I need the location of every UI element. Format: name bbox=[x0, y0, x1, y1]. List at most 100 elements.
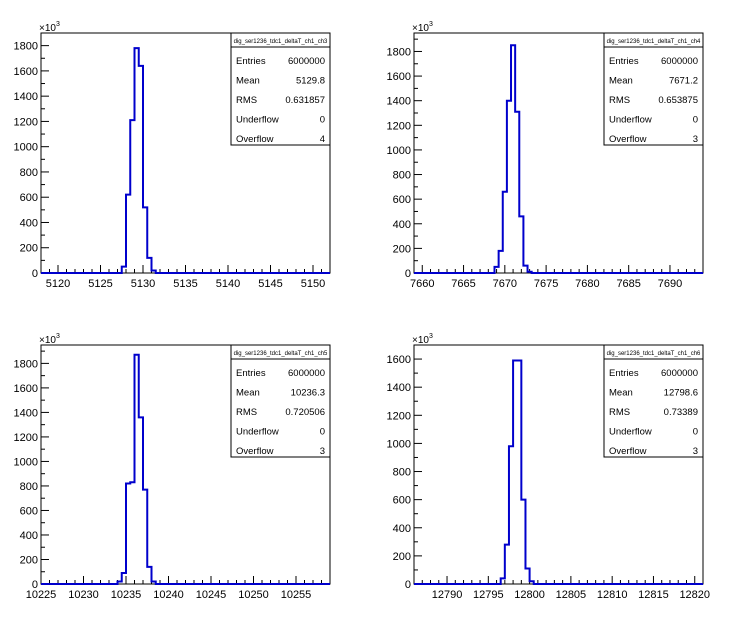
stats-value: 0 bbox=[693, 115, 698, 126]
x-tick-label: 12815 bbox=[638, 589, 669, 601]
x-tick-label: 7660 bbox=[410, 278, 434, 290]
stats-title: dig_ser1236_tdc1_deltaT_ch1_ch4 bbox=[607, 39, 701, 45]
stats-box: dig_ser1236_tdc1_deltaT_ch1_ch6 Entries 60… bbox=[603, 344, 704, 458]
y-tick-label: 1000 bbox=[387, 145, 411, 157]
stats-label: RMS bbox=[236, 407, 257, 418]
stats-value: 5129.8 bbox=[296, 76, 325, 87]
x-tick-label: 5140 bbox=[216, 278, 240, 290]
histogram-panel-4: 12790 12795 12800 12805 12810 12815 12820 0 200 4… bbox=[387, 333, 711, 601]
x-tick-label: 12800 bbox=[514, 589, 545, 601]
stats-label: Mean bbox=[236, 388, 260, 399]
x-tick-label: 10230 bbox=[68, 589, 99, 601]
histogram-line bbox=[41, 47, 330, 274]
y-tick-label: 800 bbox=[393, 467, 411, 479]
y-tick-label: 200 bbox=[393, 243, 411, 255]
y-tick-label: 1400 bbox=[387, 96, 411, 108]
stats-value: 0 bbox=[693, 427, 698, 438]
x-tick-label: 10240 bbox=[153, 589, 184, 601]
x-tick-label: 10255 bbox=[281, 589, 312, 601]
stats-label: Underflow bbox=[609, 427, 652, 438]
y-tick-label: 600 bbox=[393, 495, 411, 507]
y-tick-label: 1200 bbox=[387, 120, 411, 132]
y-tick-label: 1000 bbox=[14, 142, 38, 154]
x-tick-label: 10245 bbox=[196, 589, 227, 601]
x-tick-label: 12805 bbox=[556, 589, 587, 601]
x-tick-label: 12795 bbox=[473, 589, 504, 601]
y-tick-label: 1200 bbox=[387, 410, 411, 422]
stats-label: Entries bbox=[236, 56, 266, 67]
stats-box-frame bbox=[230, 32, 331, 146]
y-tick-label: 400 bbox=[393, 523, 411, 535]
stats-label: Entries bbox=[609, 368, 639, 379]
stats-value: 4 bbox=[320, 134, 325, 145]
stats-value: 6000000 bbox=[288, 56, 325, 67]
stats-title: dig_ser1236_tdc1_deltaT_ch1_ch3 bbox=[234, 39, 328, 45]
y-tick-label: 600 bbox=[20, 192, 38, 204]
y-tick-label: 1800 bbox=[14, 358, 38, 370]
y-scale-label: ×103 bbox=[39, 333, 60, 346]
stats-value: 10236.3 bbox=[291, 388, 325, 399]
y-scale-label: ×103 bbox=[39, 21, 60, 34]
x-tick-label: 5130 bbox=[131, 278, 155, 290]
stats-label: RMS bbox=[236, 95, 257, 106]
y-tick-label: 1800 bbox=[387, 46, 411, 58]
y-tick-label: 800 bbox=[20, 481, 38, 493]
y-tick-label: 600 bbox=[20, 505, 38, 517]
y-tick-label: 200 bbox=[20, 243, 38, 255]
histogram-panel-3: 10225 10230 10235 10240 10245 10250 10255 0 200 4… bbox=[14, 333, 331, 601]
y-tick-label: 400 bbox=[20, 217, 38, 229]
y-tick-label: 1400 bbox=[387, 382, 411, 394]
stats-value: 0 bbox=[320, 115, 325, 126]
stats-value: 6000000 bbox=[661, 368, 698, 379]
y-tick-label: 1600 bbox=[387, 354, 411, 366]
histogram-line bbox=[414, 359, 703, 585]
x-tick-label: 7680 bbox=[575, 278, 599, 290]
stats-label: RMS bbox=[609, 407, 630, 418]
stats-value: 0.720506 bbox=[285, 407, 325, 418]
x-tick-label: 7685 bbox=[616, 278, 640, 290]
stats-title: dig_ser1236_tdc1_deltaT_ch1_ch6 bbox=[607, 351, 701, 357]
x-tick-label: 12790 bbox=[432, 589, 463, 601]
y-scale-label: ×103 bbox=[412, 21, 433, 34]
stats-label: Entries bbox=[609, 56, 639, 67]
stats-label: Mean bbox=[609, 388, 633, 399]
stats-label: Underflow bbox=[236, 115, 279, 126]
x-tick-label: 7690 bbox=[658, 278, 682, 290]
x-tick-label: 5145 bbox=[258, 278, 282, 290]
stats-value: 0 bbox=[320, 427, 325, 438]
x-tick-label: 7665 bbox=[451, 278, 475, 290]
stats-box: dig_ser1236_tdc1_deltaT_ch1_ch3 Entries 60… bbox=[230, 32, 331, 146]
stats-value: 0.631857 bbox=[285, 95, 325, 106]
y-tick-label: 0 bbox=[32, 268, 38, 280]
stats-value: 0.73389 bbox=[664, 407, 698, 418]
y-tick-label: 1400 bbox=[14, 407, 38, 419]
y-tick-label: 1400 bbox=[14, 91, 38, 103]
histogram-line bbox=[41, 353, 330, 585]
y-tick-label: 1600 bbox=[14, 66, 38, 78]
y-tick-label: 400 bbox=[20, 530, 38, 542]
x-tick-label: 5150 bbox=[301, 278, 325, 290]
y-tick-label: 1800 bbox=[14, 41, 38, 53]
stats-label: Underflow bbox=[609, 115, 652, 126]
histogram-panel-2: 7660 7665 7670 7675 7680 7685 7690 0 200 400 600 80… bbox=[387, 21, 704, 290]
x-tick-label: 12810 bbox=[597, 589, 628, 601]
y-tick-label: 1600 bbox=[387, 71, 411, 83]
x-tick-label: 5125 bbox=[88, 278, 112, 290]
y-tick-label: 1000 bbox=[387, 438, 411, 450]
stats-label: Overflow bbox=[609, 134, 647, 145]
stats-value: 3 bbox=[320, 446, 325, 457]
y-tick-label: 200 bbox=[20, 554, 38, 566]
stats-value: 6000000 bbox=[661, 56, 698, 67]
x-tick-label: 10235 bbox=[111, 589, 142, 601]
x-tick-label: 7675 bbox=[534, 278, 558, 290]
y-tick-label: 1200 bbox=[14, 116, 38, 128]
stats-value: 7671.2 bbox=[669, 76, 698, 87]
stats-box-frame bbox=[230, 344, 331, 458]
y-tick-label: 0 bbox=[32, 579, 38, 591]
stats-title: dig_ser1236_tdc1_deltaT_ch1_ch5 bbox=[234, 351, 328, 357]
y-tick-label: 1200 bbox=[14, 432, 38, 444]
histogram-panel-1: 5120 5125 5130 5135 5140 5145 5150 0 200 400 600 80… bbox=[14, 21, 331, 290]
stats-label: RMS bbox=[609, 95, 630, 106]
stats-value: 0.653875 bbox=[658, 95, 698, 106]
stats-label: Overflow bbox=[609, 446, 647, 457]
